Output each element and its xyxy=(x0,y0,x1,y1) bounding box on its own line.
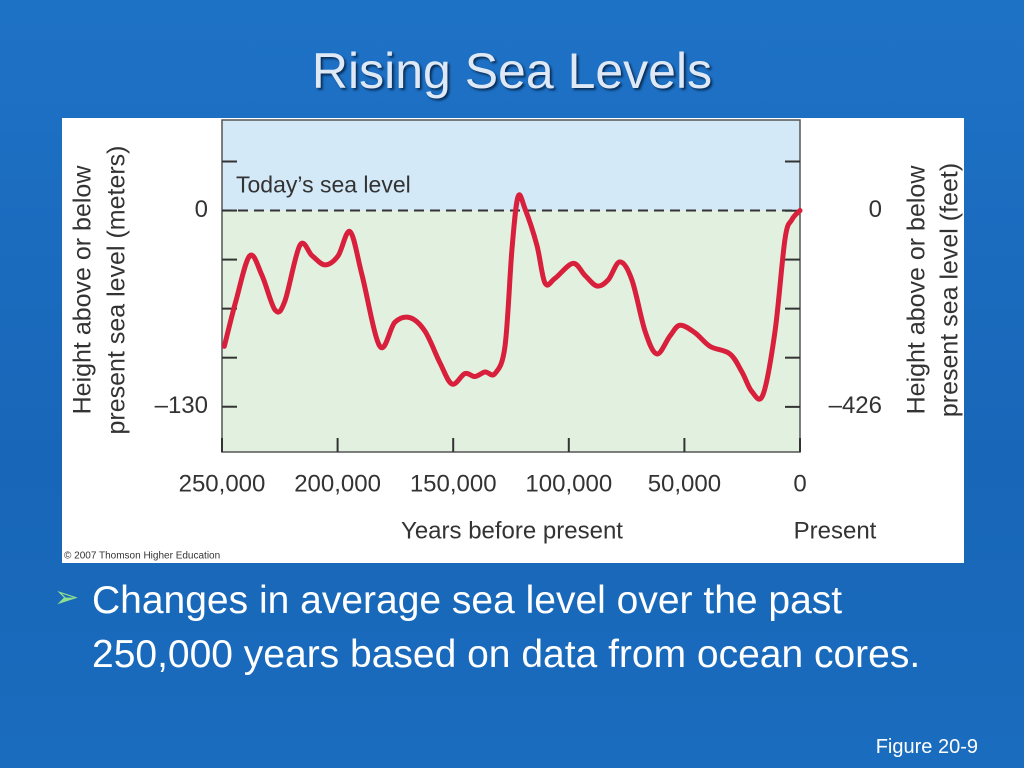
bullet-text: Changes in average sea level over the pa… xyxy=(92,579,921,676)
credit: © 2007 Thomson Higher Education xyxy=(64,551,220,562)
plot-frame xyxy=(221,119,801,453)
x-end-label: Present xyxy=(794,517,877,544)
plot-above xyxy=(222,120,800,211)
x-tick-label: 250,000 xyxy=(179,470,266,497)
y-axis-label: Height above or below xyxy=(69,165,97,415)
slide-title: Rising Sea Levels xyxy=(311,43,713,99)
figure-label: Figure 20-9 xyxy=(875,736,978,758)
y-axis-label: present sea level (meters) xyxy=(103,145,131,434)
y-tick-label: –130 xyxy=(155,392,208,419)
y-tick-label: 0 xyxy=(195,196,208,223)
x-tick-label: 100,000 xyxy=(525,470,612,497)
x-tick-label: 0 xyxy=(793,470,806,497)
x-tick-label: 50,000 xyxy=(648,470,721,497)
x-tick-label: 200,000 xyxy=(294,470,381,497)
bullet-arrow: ➢ xyxy=(54,581,80,614)
annotation: Today’s sea level xyxy=(236,172,411,198)
x-tick-label: 150,000 xyxy=(410,470,497,497)
y2-tick-label: 0 xyxy=(869,196,882,223)
y2-tick-label: –426 xyxy=(829,392,882,419)
data-line xyxy=(221,192,803,402)
y2-axis-label: Height above or below xyxy=(903,165,931,415)
y2-axis-label: present sea level (feet) xyxy=(936,163,964,417)
x-axis-label: Years before present xyxy=(401,517,623,544)
